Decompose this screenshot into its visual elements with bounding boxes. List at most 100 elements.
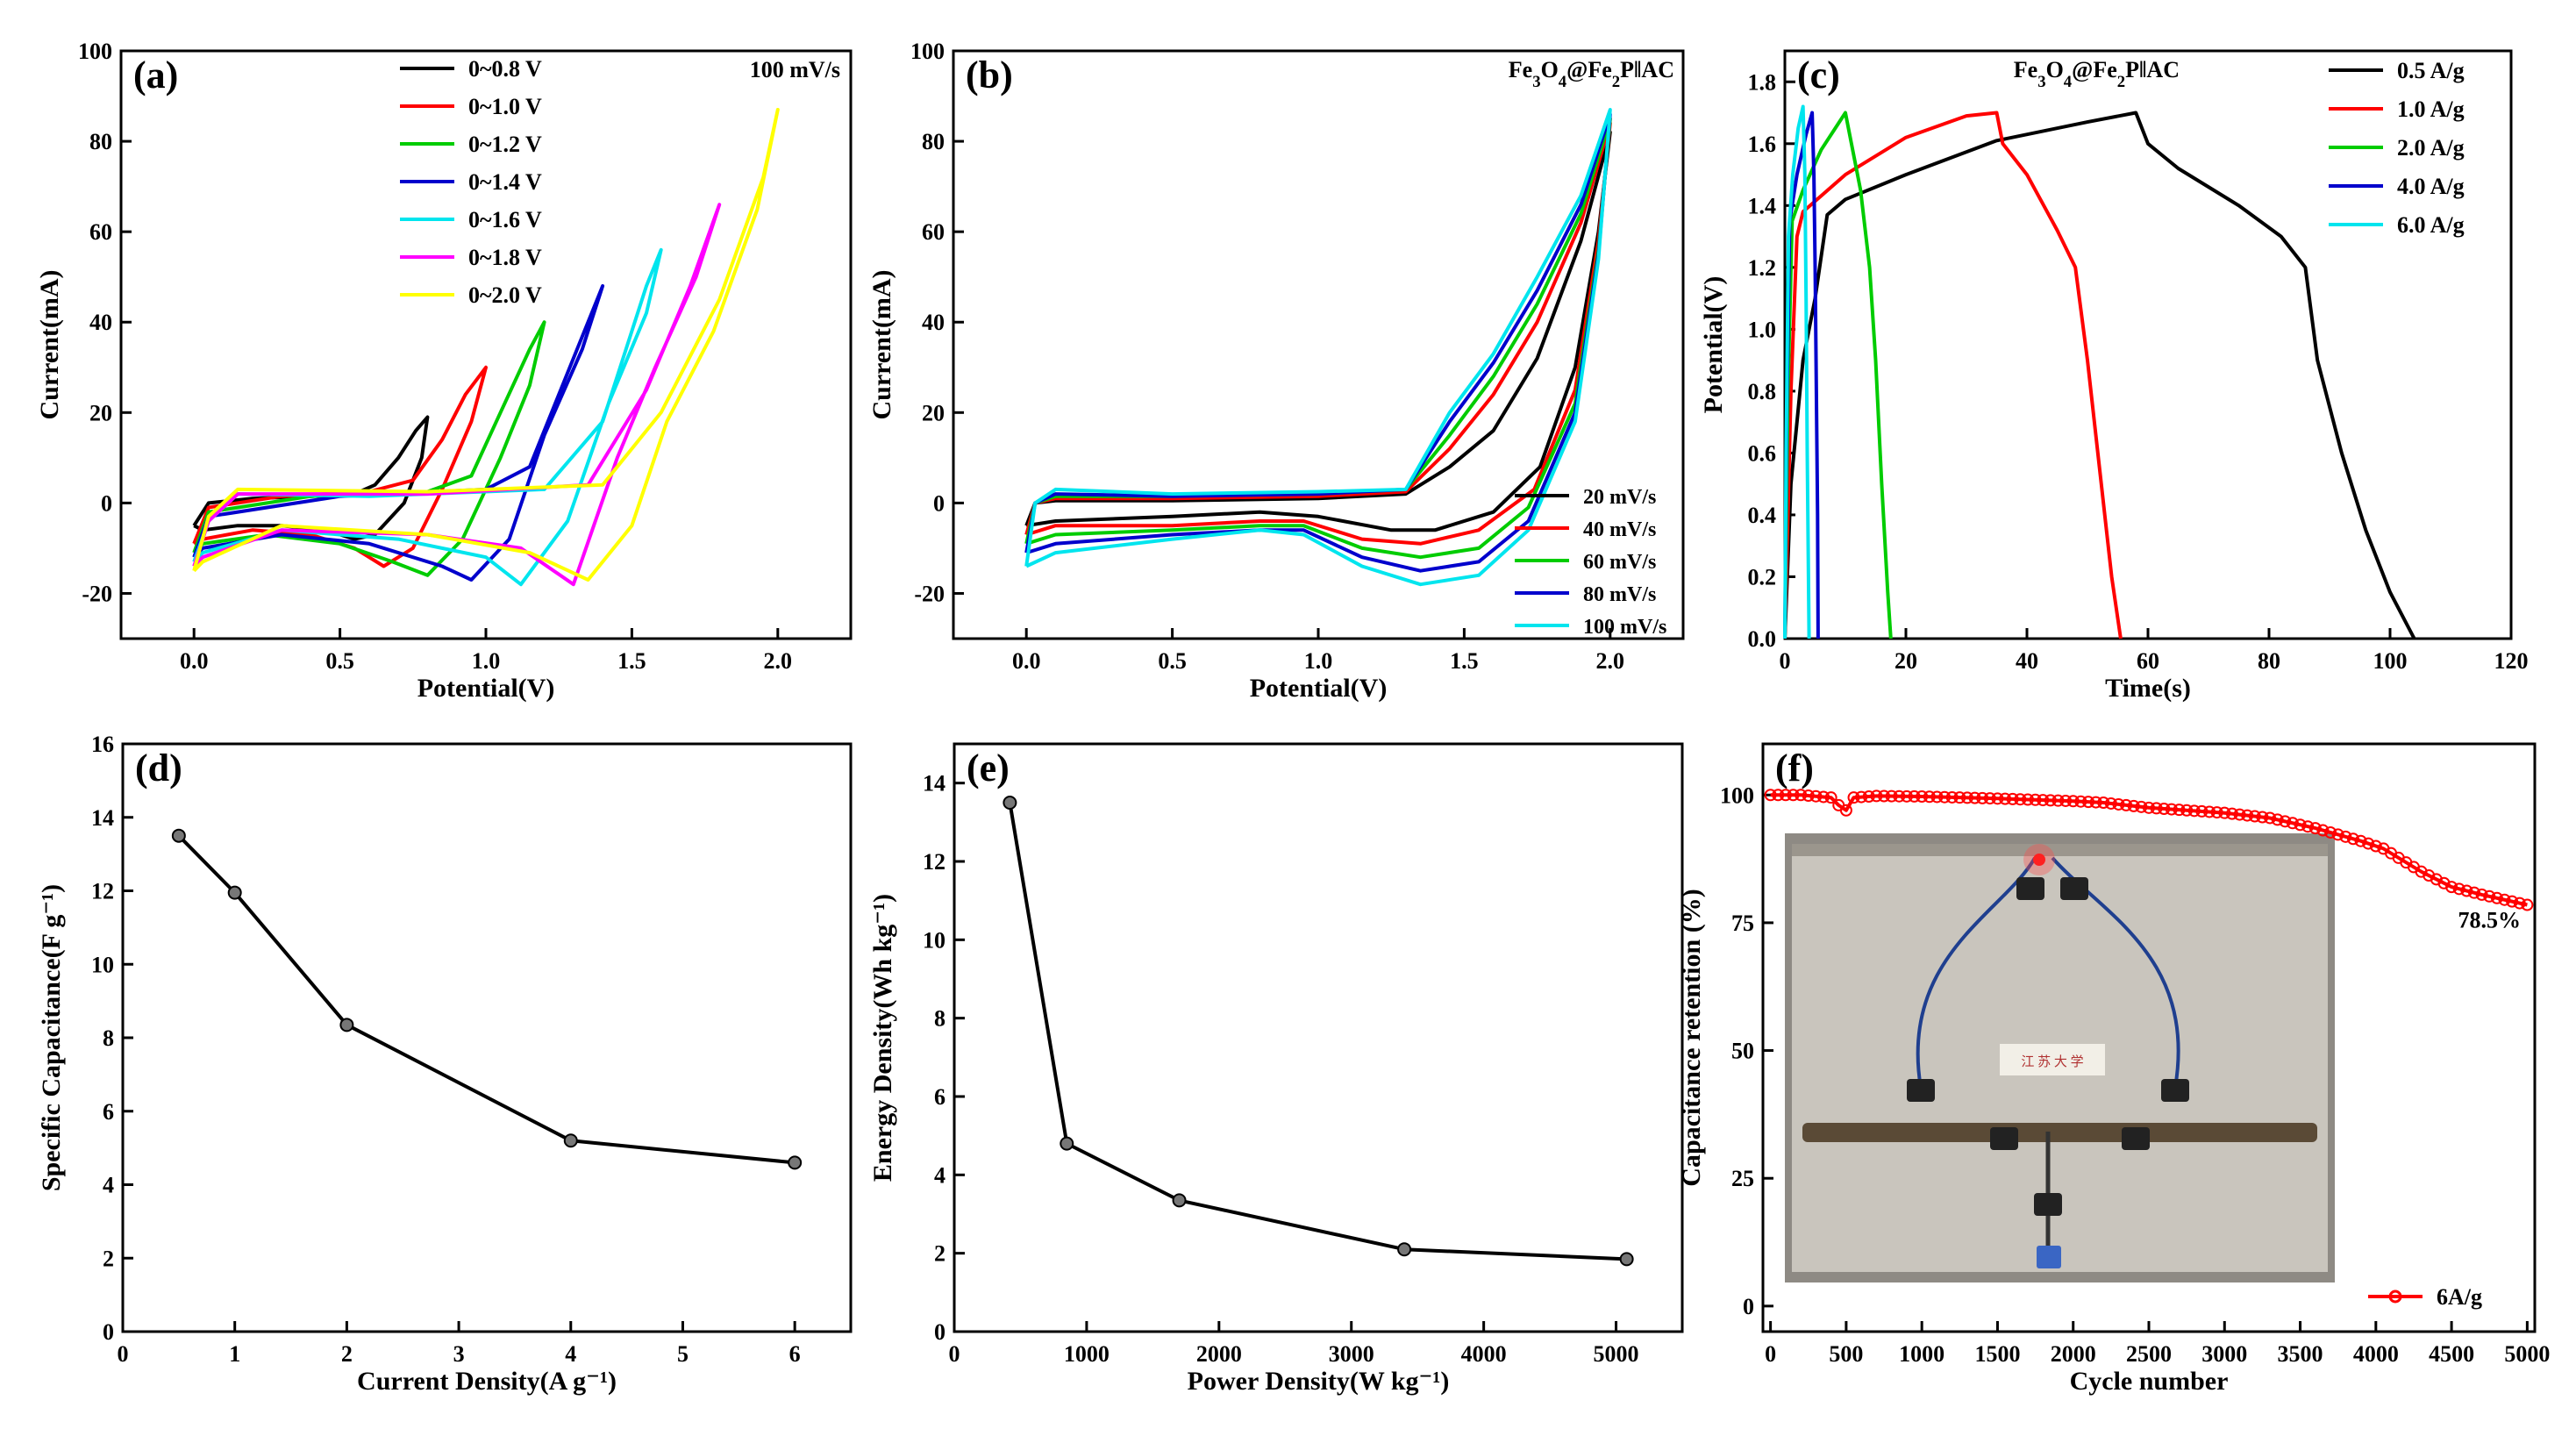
data-point: [2203, 805, 2216, 818]
data-point: [2483, 889, 2496, 903]
x-tick-label: 2.0: [1596, 648, 1625, 674]
data-point: [1885, 789, 1898, 803]
data-point: [2089, 796, 2102, 809]
x-tick-label: 0: [949, 1341, 960, 1367]
x-tick-label: 0: [118, 1341, 129, 1367]
y-tick-label: 2: [934, 1241, 945, 1267]
x-tick-label: 0.5: [1158, 648, 1187, 674]
y-axis-label: Capacitance retention (%): [1677, 889, 1706, 1186]
legend-label: 100 mV/s: [1583, 616, 1666, 639]
y-tick-label: 20: [89, 400, 112, 425]
data-point: [2490, 891, 2503, 904]
data-series: [1024, 108, 1612, 587]
legend-label: 0~1.8 V: [468, 245, 542, 270]
data-point: [171, 828, 186, 843]
data-point: [2059, 794, 2073, 807]
data-point: [2339, 830, 2352, 843]
data-series: [192, 108, 780, 587]
x-tick-label: 80: [2258, 648, 2280, 674]
data-point: [2052, 794, 2065, 807]
y-tick-label: 25: [1731, 1166, 1754, 1191]
x-tick-label: 3: [453, 1341, 465, 1367]
y-tick-label: -20: [914, 581, 945, 606]
data-point: [2475, 888, 2488, 901]
data-point: [1787, 789, 1800, 802]
y-tick-label: 6: [103, 1099, 114, 1125]
x-tick-label: 3500: [2278, 1341, 2323, 1367]
data-point: [339, 1018, 354, 1032]
y-tick-label: 0.4: [1748, 503, 1777, 528]
data-point: [2308, 822, 2322, 835]
data-point: [1999, 792, 2012, 805]
y-tick-label: 100: [910, 39, 945, 64]
x-tick-label: 0.0: [180, 648, 209, 674]
data-point: [1795, 789, 1808, 802]
data-point: [563, 1133, 578, 1148]
data-series: [1764, 789, 2534, 911]
y-tick-label: 10: [923, 927, 945, 953]
data-point: [1847, 791, 1860, 804]
y-tick-label: 1.2: [1748, 255, 1777, 281]
legend-marker: [2388, 1290, 2402, 1304]
data-point: [2150, 802, 2163, 815]
legend-label: 0~1.2 V: [468, 132, 542, 157]
x-tick-label: 1.5: [1450, 648, 1479, 674]
photo-clip: [2122, 1127, 2150, 1150]
x-tick-label: 60: [2137, 648, 2159, 674]
legend-label: 0~0.8 V: [468, 56, 542, 82]
x-tick-label: 3000: [1329, 1341, 1374, 1367]
data-point: [1172, 1193, 1187, 1208]
data-point: [2248, 810, 2261, 823]
legend-label: 80 mV/s: [1583, 583, 1656, 606]
data-point: [2294, 818, 2307, 832]
x-tick-label: 1.0: [1304, 648, 1333, 674]
data-series: [1783, 104, 2416, 639]
data-point: [2256, 811, 2269, 824]
data-point: [2120, 798, 2133, 811]
data-point: [2135, 800, 2148, 813]
photo-label-text: 江 苏 大 学: [2021, 1054, 2083, 1069]
photo-clip: [1990, 1127, 2018, 1150]
data-point: [2165, 803, 2178, 816]
panel-label: (f): [1775, 747, 1814, 789]
x-tick-label: 120: [2494, 648, 2529, 674]
data-point: [1878, 789, 1891, 803]
data-point: [2081, 796, 2094, 809]
data-point: [1862, 790, 1875, 804]
x-tick-label: 4000: [1461, 1341, 1507, 1367]
photo-label-card: [2000, 1044, 2105, 1075]
data-point: [2066, 795, 2080, 808]
data-point: [2006, 792, 2019, 805]
data-point: [2286, 817, 2299, 830]
data-point: [1930, 790, 1944, 804]
legend: 6A/g: [2368, 1284, 2482, 1310]
data-point: [2195, 804, 2209, 818]
y-tick-label: 100: [1720, 782, 1754, 808]
y-tick-label: 100: [78, 39, 112, 64]
y-tick-label: 0.8: [1748, 379, 1777, 404]
y-tick-label: 1.8: [1748, 69, 1777, 95]
y-tick-label: 0: [1743, 1294, 1754, 1319]
photo-clip: [2060, 877, 2088, 900]
x-tick-label: 1: [229, 1341, 240, 1367]
data-point: [1060, 1136, 1074, 1151]
data-point: [227, 885, 242, 900]
x-tick-label: 2.0: [764, 648, 793, 674]
data-series: [171, 828, 803, 1170]
data-point: [1893, 789, 1906, 803]
data-point: [2271, 813, 2284, 826]
y-tick-label: 80: [89, 129, 112, 154]
axis-ticks: 0 20 40 60 80 100 120 0.0 0.2 0.4 0.6 0.8 1.0 1.2 1.4 1…: [1748, 69, 2529, 674]
x-tick-label: 5000: [1594, 1341, 1639, 1367]
formula-title: Fe3O4@Fe2P‖AC: [2014, 57, 2180, 91]
data-point: [1960, 791, 1973, 804]
data-point: [2369, 839, 2382, 853]
y-tick-label: 4: [103, 1173, 114, 1198]
y-tick-label: 0: [933, 490, 945, 516]
y-tick-label: 6: [934, 1084, 945, 1110]
y-tick-label: 12: [923, 849, 945, 875]
data-point: [2279, 815, 2292, 828]
legend: 0~0.8 V 0~1.0 V 0~1.2 V 0~1.4 V 0~1.6 V 0~1.8…: [400, 56, 542, 308]
legend: 0.5 A/g 1.0 A/g 2.0 A/g 4.0 A/g 6.0 A/g: [2329, 58, 2465, 238]
